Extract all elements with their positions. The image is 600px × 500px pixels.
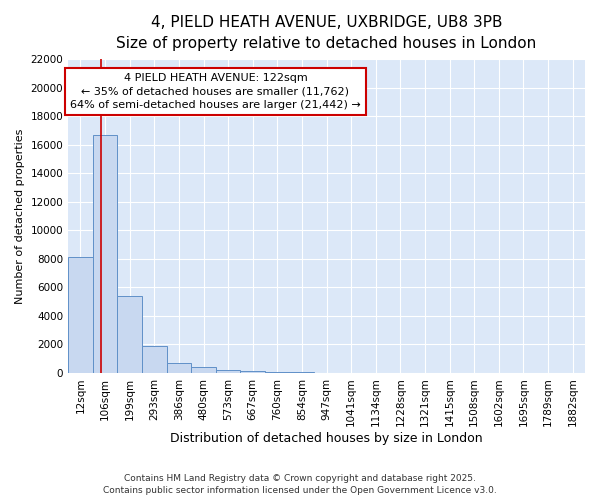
Bar <box>167 363 191 373</box>
Text: Contains HM Land Registry data © Crown copyright and database right 2025.
Contai: Contains HM Land Registry data © Crown c… <box>103 474 497 495</box>
Y-axis label: Number of detached properties: Number of detached properties <box>15 128 25 304</box>
Text: 4 PIELD HEATH AVENUE: 122sqm
← 35% of detached houses are smaller (11,762)
64% o: 4 PIELD HEATH AVENUE: 122sqm ← 35% of de… <box>70 73 361 110</box>
Bar <box>241 372 265 373</box>
Bar <box>118 296 142 373</box>
Bar <box>68 258 93 373</box>
Bar <box>142 346 167 373</box>
Bar <box>216 370 241 373</box>
Bar <box>265 372 290 373</box>
X-axis label: Distribution of detached houses by size in London: Distribution of detached houses by size … <box>170 432 483 445</box>
Bar <box>191 368 216 373</box>
Title: 4, PIELD HEATH AVENUE, UXBRIDGE, UB8 3PB
Size of property relative to detached h: 4, PIELD HEATH AVENUE, UXBRIDGE, UB8 3PB… <box>116 15 537 51</box>
Bar <box>93 134 118 373</box>
